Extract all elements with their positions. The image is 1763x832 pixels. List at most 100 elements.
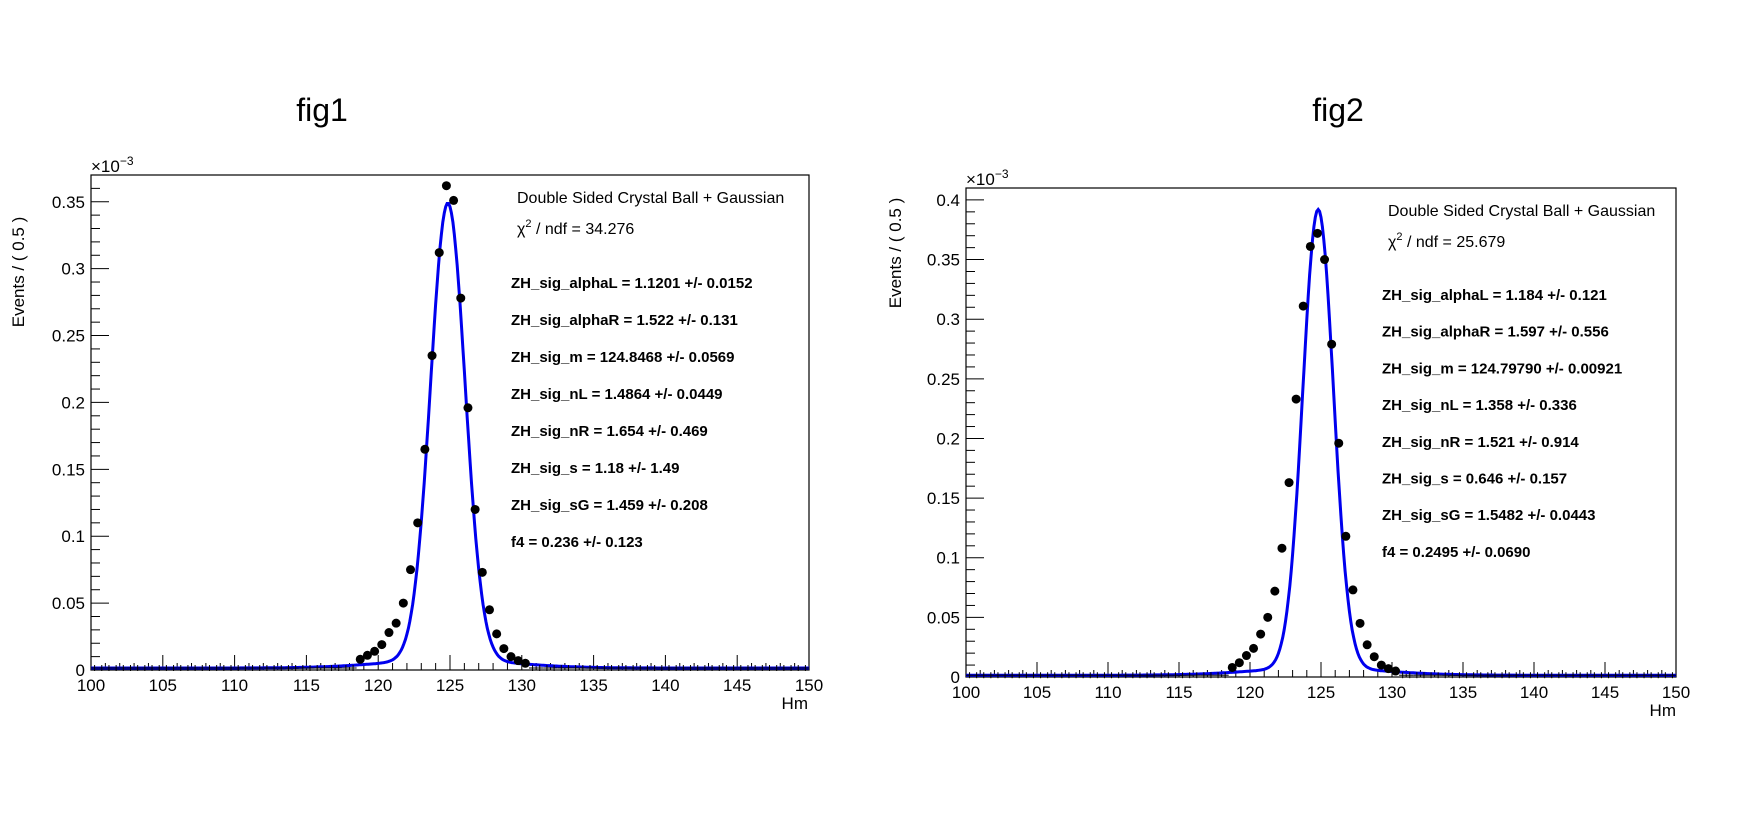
fit-name: Double Sided Crystal Ball + Gaussian (1388, 203, 1655, 220)
x-tick-label: 145 (723, 676, 751, 695)
data-point (499, 644, 509, 654)
x-tick-label: 120 (364, 676, 392, 695)
x-tick-label: 100 (952, 683, 980, 702)
x-axis-label: Hm (1650, 701, 1676, 720)
fit-parameter: ZH_sig_s = 1.18 +/- 1.49 (511, 460, 679, 477)
fit-parameter: ZH_sig_m = 124.8468 +/- 0.0569 (511, 349, 734, 366)
fit-parameter: ZH_sig_alphaL = 1.1201 +/- 0.0152 (511, 275, 753, 292)
y-tick-label: 0.25 (52, 327, 85, 346)
data-point (427, 351, 437, 361)
x-tick-label: 100 (77, 676, 105, 695)
x-tick-label: 145 (1591, 683, 1619, 702)
x-tick-label: 140 (1520, 683, 1548, 702)
y-tick-label: 0.15 (52, 460, 85, 479)
data-point (1277, 543, 1287, 553)
data-point (506, 652, 516, 662)
x-tick-label: 120 (1236, 683, 1264, 702)
data-point (1383, 664, 1393, 674)
fit-parameters: ZH_sig_alphaL = 1.1201 +/- 0.0152 ZH_sig_… (511, 275, 753, 551)
y-tick-label: 0.25 (927, 370, 960, 389)
x-tick-label: 130 (508, 676, 536, 695)
y-tick-label: 0.1 (936, 549, 960, 568)
chart-fig2: fig2 ×10−3 Events / ( 0.5 ) Hm 100 105 110… (886, 92, 1690, 720)
x-tick-label: 135 (579, 676, 607, 695)
data-point (1263, 612, 1273, 622)
data-point (1234, 658, 1244, 668)
y-axis-label: Events / ( 0.5 ) (9, 217, 28, 328)
fit-parameter: f4 = 0.236 +/- 0.123 (511, 534, 643, 551)
chi2-ndf: χ2 / ndf = 34.276 (517, 218, 634, 238)
fit-parameter: ZH_sig_alphaL = 1.184 +/- 0.121 (1382, 287, 1607, 304)
data-point (1348, 585, 1358, 595)
x-tick-label: 130 (1378, 683, 1406, 702)
data-point (1284, 478, 1294, 488)
fit-parameter: ZH_sig_m = 124.79790 +/- 0.00921 (1382, 360, 1622, 377)
fit-parameter: ZH_sig_alphaR = 1.597 +/- 0.556 (1382, 324, 1609, 341)
data-point (413, 518, 423, 528)
data-points (966, 228, 1676, 679)
data-point (1320, 255, 1330, 265)
y-tick-label: 0.15 (927, 489, 960, 508)
x-tick-label: 105 (1023, 683, 1051, 702)
x-tick-label: 135 (1449, 683, 1477, 702)
data-point (362, 650, 372, 660)
fit-legend: Double Sided Crystal Ball + Gaussian χ2 … (511, 190, 784, 551)
y-tick-label: 0.2 (61, 393, 85, 412)
data-point (1376, 660, 1386, 670)
axes: 100 105 110 115 120 125 130 135 140 145 150 0 0.05 0.… (927, 187, 1690, 702)
y-exponent-label: ×10−3 (966, 167, 1009, 189)
x-tick-label: 125 (436, 676, 464, 695)
data-point (398, 598, 408, 608)
data-point (355, 654, 365, 664)
chart-fig1: fig1 ×10−3 Events / ( 0.5 ) Hm 100 105 110… (9, 92, 823, 713)
axes: 100 105 110 115 120 125 130 135 140 145 150 0 0.05 0.… (52, 174, 823, 695)
y-tick-label: 0 (76, 661, 85, 680)
x-tick-label: 115 (293, 676, 320, 695)
chart-title: fig1 (296, 92, 348, 128)
data-point (420, 444, 430, 454)
x-tick-label: 125 (1307, 683, 1335, 702)
x-tick-label: 150 (1662, 683, 1690, 702)
y-tick-label: 0.35 (52, 193, 85, 212)
data-points (91, 181, 809, 671)
x-tick-label: 150 (795, 676, 823, 695)
data-point (1270, 586, 1280, 596)
fit-parameter: ZH_sig_s = 0.646 +/- 0.157 (1382, 471, 1567, 488)
data-point (1298, 301, 1308, 311)
data-point (1327, 339, 1337, 349)
chart-title: fig2 (1312, 92, 1364, 128)
data-point (1256, 629, 1266, 639)
data-point (1249, 643, 1259, 653)
y-tick-label: 0.35 (927, 251, 960, 270)
data-point (1312, 228, 1322, 238)
fit-parameter: ZH_sig_alphaR = 1.522 +/- 0.131 (511, 312, 738, 329)
fit-name: Double Sided Crystal Ball + Gaussian (517, 190, 784, 207)
data-point (391, 618, 401, 628)
x-tick-label: 110 (221, 676, 248, 695)
data-point (484, 605, 494, 615)
data-point (370, 646, 380, 656)
fit-parameter: f4 = 0.2495 +/- 0.0690 (1382, 544, 1530, 561)
data-point (1369, 652, 1379, 662)
data-point (1391, 666, 1401, 676)
data-point (449, 195, 459, 205)
chi2-ndf: χ2 / ndf = 25.679 (1388, 231, 1505, 251)
data-point (456, 293, 466, 303)
y-tick-label: 0.3 (61, 260, 85, 279)
data-point (1241, 651, 1251, 661)
data-point (492, 629, 502, 639)
x-tick-label: 140 (651, 676, 679, 695)
fit-parameter: ZH_sig_sG = 1.459 +/- 0.208 (511, 497, 708, 514)
data-point (1334, 438, 1344, 448)
data-point (463, 403, 473, 413)
y-tick-label: 0.4 (936, 191, 960, 210)
y-tick-label: 0.05 (52, 594, 85, 613)
data-point (384, 628, 394, 638)
data-point (1362, 640, 1372, 650)
y-tick-label: 0.2 (936, 429, 960, 448)
data-point (520, 658, 530, 668)
data-point (1341, 531, 1351, 541)
data-point (1305, 241, 1315, 251)
fit-legend: Double Sided Crystal Ball + Gaussian χ2 … (1382, 203, 1655, 561)
